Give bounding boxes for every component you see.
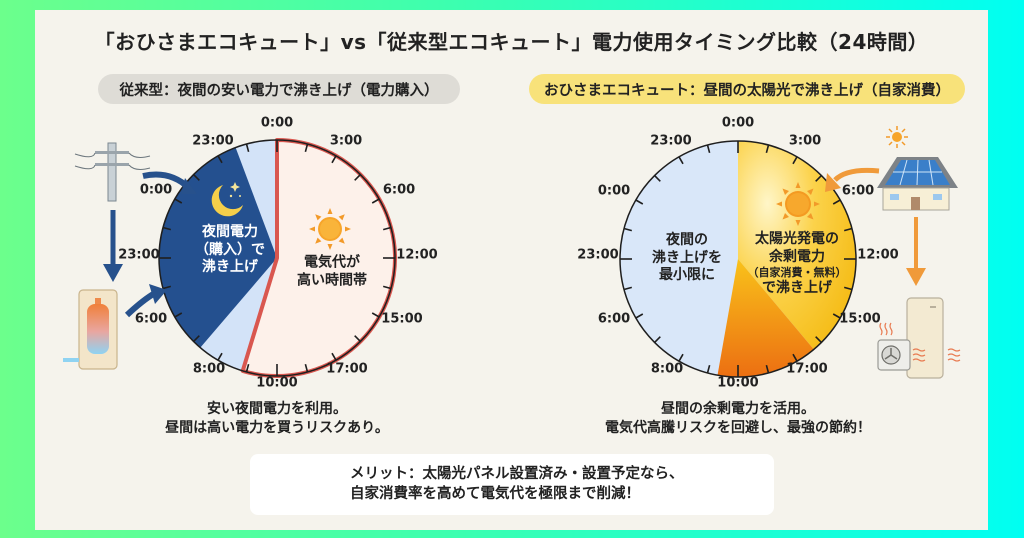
right-solar-segment-text: 太陽光発電の 余剰電力 （自家消費・無料） で沸き上げ — [747, 230, 847, 296]
right-night-segment-text: 夜間の 沸き上げを 最小限に — [652, 231, 722, 283]
right-hour-label-left: 23:00 — [577, 247, 619, 263]
right-hour-label-top: 0:00 — [721, 115, 755, 131]
evening-segment — [717, 259, 814, 377]
night-segment — [158, 147, 277, 348]
sun-icon — [776, 182, 820, 226]
right-header-label: おひさまエコキュート：昼間の太陽光で沸き上げ（自家消費） — [544, 82, 950, 99]
left-hour-label-bottom: 10:00 — [256, 375, 298, 391]
right-hour-label-upper-left: 0:00 — [597, 183, 631, 199]
utility-pole-icon — [74, 142, 151, 202]
arrow-house-to-clock — [833, 167, 880, 182]
page-title: 「おひさまエコキュート」vs「従来型エコキュート」電力使用タイミング比較（24時… — [94, 30, 929, 54]
moon-icon — [211, 182, 243, 217]
left-hour-label-lower-right: 15:00 — [381, 311, 423, 327]
solar-house-icon — [877, 157, 958, 211]
left-hour-label-top-left: 23:00 — [192, 133, 234, 149]
left-hour-label-upper-right: 6:00 — [382, 182, 416, 198]
right-hour-label-right: 12:00 — [857, 247, 899, 263]
left-night-segment-text: 夜間電力 （購入）で 沸き上げ — [195, 223, 265, 275]
left-hour-label-top: 0:00 — [260, 115, 294, 131]
left-hour-label-lower-left: 6:00 — [134, 311, 168, 327]
sun-icon — [309, 208, 351, 250]
left-day-segment-text: 電気代が 高い時間帯 — [297, 254, 367, 289]
right-hour-label-bottom-right: 17:00 — [786, 361, 828, 377]
left-hour-label-upper-left: 0:00 — [139, 182, 173, 198]
left-clock — [158, 138, 397, 378]
merit-box: メリット：太陽光パネル設置済み・設置予定なら、 自家消費率を高めて電気代を極限ま… — [250, 454, 774, 515]
right-hour-label-bottom-left: 8:00 — [650, 361, 684, 377]
left-hour-label-top-right: 3:00 — [329, 133, 363, 149]
left-hour-label-right: 12:00 — [396, 247, 438, 263]
water-heater-tank-icon — [63, 289, 118, 370]
merit-text: メリット：太陽光パネル設置済み・設置予定なら、 自家消費率を高めて電気代を極限ま… — [350, 466, 684, 503]
diagram-graphics — [63, 126, 961, 498]
right-hour-label-top-left: 23:00 — [650, 133, 692, 149]
left-hour-label-bottom-left: 8:00 — [192, 361, 226, 377]
expensive-segment — [242, 140, 396, 376]
solar-segment — [738, 141, 856, 350]
right-hour-label-lower-left: 6:00 — [597, 311, 631, 327]
heat-pump-unit-icon — [877, 297, 961, 379]
left-hour-label-bottom-right: 17:00 — [326, 361, 368, 377]
right-hour-label-lower-right: 15:00 — [839, 311, 881, 327]
right-hour-label-bottom: 10:00 — [717, 375, 759, 391]
left-header-label: 従来型：夜間の安い電力で沸き上げ（電力購入） — [119, 82, 439, 99]
right-clock — [619, 140, 857, 378]
right-caption: 昼間の余剰電力を活用。 電気代高騰リスクを回避し、最強の節約！ — [605, 401, 871, 436]
small-sun-icon — [886, 126, 908, 148]
right-hour-label-top-right: 3:00 — [788, 133, 822, 149]
left-caption: 安い夜間電力を利用。 昼間は高い電力を買うリスクあり。 — [165, 401, 389, 436]
left-header-pill: 従来型：夜間の安い電力で沸き上げ（電力購入） — [98, 74, 460, 104]
right-header-pill: おひさまエコキュート：昼間の太陽光で沸き上げ（自家消費） — [529, 74, 965, 104]
infographic-panel: 「おひさまエコキュート」vs「従来型エコキュート」電力使用タイミング比較（24時… — [35, 10, 988, 530]
right-hour-label-upper-right: 6:00 — [841, 183, 875, 199]
left-hour-label-left: 23:00 — [118, 247, 160, 263]
